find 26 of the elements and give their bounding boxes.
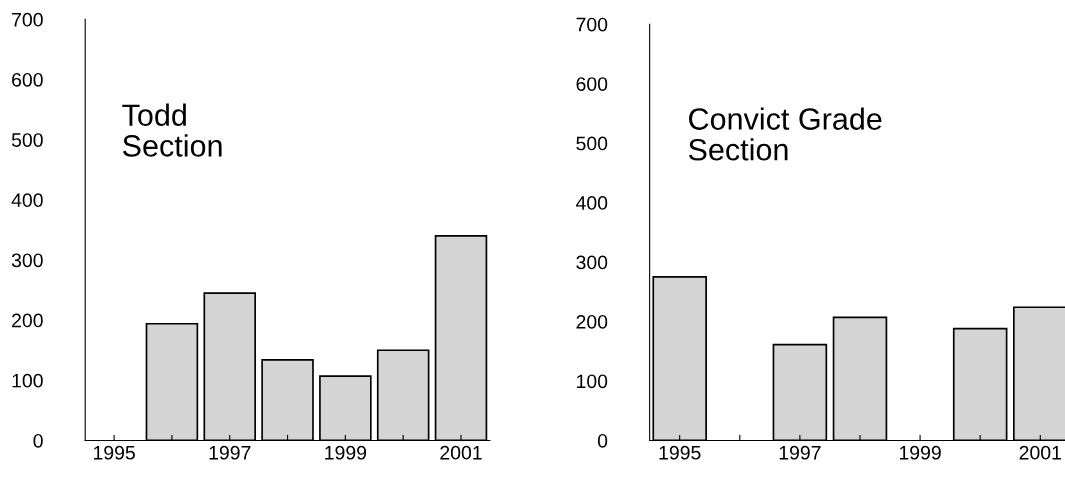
- y-tick-label: 300: [576, 255, 608, 270]
- x-tick-label: 1997: [779, 445, 821, 460]
- y-tick-label: 500: [11, 133, 43, 147]
- text: Convict Grade Section: [688, 107, 882, 161]
- x-tick-label: 2001: [440, 445, 482, 460]
- text: Todd Section: [122, 103, 222, 157]
- y-tick-label: 700: [576, 17, 608, 32]
- y-tick-label: 200: [12, 313, 43, 328]
- y-tick-label: 600: [576, 77, 608, 91]
- y-tick-label: 0: [597, 433, 608, 448]
- y-tick-label: 0: [33, 433, 43, 448]
- y-tick-label: 100: [12, 373, 43, 388]
- y-tick-label: 200: [576, 314, 608, 329]
- x-tick-label: 2001: [1019, 445, 1061, 460]
- x-tick-label: 1997: [209, 445, 251, 460]
- y-tick-label: 700: [12, 12, 43, 27]
- y-tick-label: 400: [575, 196, 608, 210]
- y-tick-label: 300: [11, 253, 43, 268]
- x-tick-label: 1999: [899, 445, 941, 460]
- y-tick-label: 400: [11, 193, 43, 208]
- x-tick-label: 1999: [325, 445, 367, 460]
- y-tick-label: 100: [577, 374, 608, 389]
- x-tick-label: 1995: [93, 445, 135, 460]
- y-tick-label: 500: [576, 136, 608, 151]
- x-tick-label: 1995: [659, 445, 701, 460]
- y-tick-label: 600: [12, 72, 43, 87]
